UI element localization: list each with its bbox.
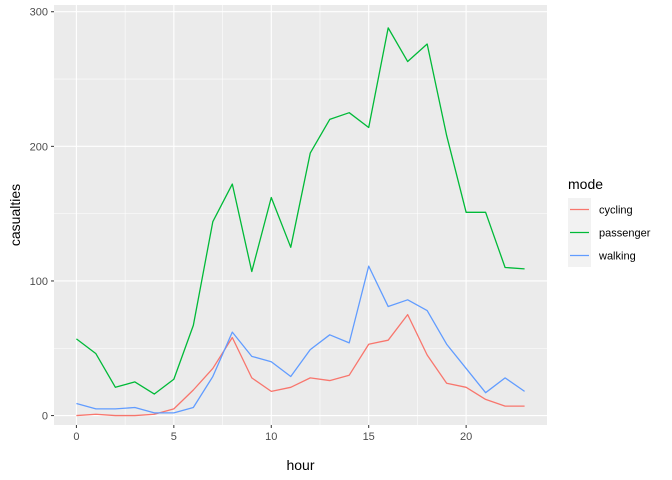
- legend-label-cycling: cycling: [599, 205, 633, 217]
- y-tick-label: 0: [42, 411, 48, 423]
- minor-gridlines: [54, 5, 547, 425]
- major-gridlines: [54, 5, 547, 425]
- x-tick-label: 10: [265, 431, 277, 443]
- y-tick-label: 100: [30, 276, 48, 288]
- legend-label-walking: walking: [598, 251, 636, 263]
- y-axis-title: casualties: [7, 184, 23, 246]
- x-tick-label: 0: [73, 431, 79, 443]
- x-tick-label: 15: [363, 431, 375, 443]
- y-axis: 0 100 200 300: [30, 7, 54, 423]
- series-lines: [76, 27, 525, 417]
- plot-panel: [54, 5, 547, 425]
- x-tick-label: 5: [171, 431, 177, 443]
- series-line-passenger: [76, 27, 525, 395]
- series-line-cycling: [76, 313, 525, 417]
- x-tick-label: 20: [460, 431, 472, 443]
- x-axis-title: hour: [286, 457, 314, 473]
- legend-label-passenger: passenger: [599, 228, 651, 240]
- series-line-walking: [76, 265, 525, 414]
- legend: mode cycling passenger walking: [568, 176, 651, 267]
- legend-title: mode: [568, 176, 603, 192]
- x-axis: 0 5 10 15 20: [73, 425, 472, 443]
- y-tick-label: 200: [30, 141, 48, 153]
- y-tick-label: 300: [30, 7, 48, 19]
